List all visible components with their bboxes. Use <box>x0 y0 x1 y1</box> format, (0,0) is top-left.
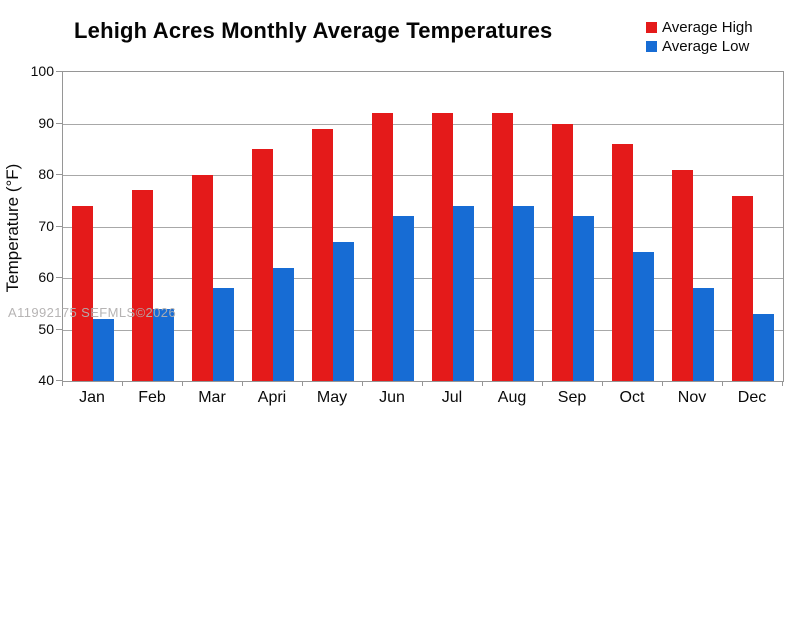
bar-average-low <box>153 308 174 381</box>
x-tick-mark <box>122 381 123 386</box>
bar-average-low <box>453 205 474 381</box>
x-tick-mark <box>722 381 723 386</box>
x-category-label: Oct <box>619 389 645 406</box>
bar-average-high <box>312 128 333 381</box>
x-tick-mark <box>542 381 543 386</box>
bar-average-low <box>573 216 594 381</box>
y-tick-mark <box>56 328 62 330</box>
x-category-label: Feb <box>138 389 166 406</box>
y-tick-mark <box>56 380 62 381</box>
y-tick-label: 40 <box>38 372 54 388</box>
x-category-label: Apri <box>257 389 287 406</box>
grid-line <box>63 123 783 125</box>
legend-swatch-high-icon <box>646 22 657 33</box>
y-tick-mark <box>56 71 62 72</box>
bar-average-high <box>672 169 693 381</box>
watermark: A11992175 SEFMLS©2026 <box>8 305 177 320</box>
x-category-label: Jul <box>441 389 463 406</box>
bar-average-high <box>732 195 753 381</box>
bar-average-high <box>492 113 513 381</box>
y-tick-label: 100 <box>30 63 54 79</box>
y-tick-label: 80 <box>38 166 54 182</box>
bar-average-low <box>333 242 354 381</box>
bar-average-high <box>552 123 573 381</box>
grid-line <box>63 278 783 279</box>
y-tick-label: 70 <box>38 217 54 234</box>
plot-area <box>62 71 784 382</box>
bar-average-high <box>72 205 93 381</box>
x-tick-mark <box>422 381 423 386</box>
x-category-label: Jun <box>379 389 405 406</box>
bar-average-high <box>252 149 273 382</box>
x-category-label: Dec <box>737 389 767 406</box>
x-tick-mark <box>482 381 483 386</box>
x-tick-mark <box>302 381 303 386</box>
x-tick-mark <box>602 381 603 386</box>
y-tick-mark <box>56 122 62 124</box>
grid-line <box>63 226 783 228</box>
y-tick-mark <box>56 174 62 175</box>
bar-average-low <box>213 288 234 381</box>
y-tick-mark <box>56 277 62 278</box>
bar-average-high <box>612 144 633 381</box>
bar-average-high <box>432 113 453 381</box>
legend-swatch-low-icon <box>646 41 657 52</box>
bar-average-low <box>513 205 534 381</box>
y-tick-label: 90 <box>38 114 54 131</box>
bar-average-low <box>633 252 654 381</box>
grid-line <box>63 175 783 176</box>
legend-label-average-low: Average Low <box>662 38 750 55</box>
x-tick-mark <box>362 381 363 386</box>
y-tick-mark <box>56 225 62 227</box>
x-category-label: Mar <box>198 389 226 406</box>
y-tick-label: 60 <box>38 269 54 285</box>
x-category-label: Nov <box>677 389 707 406</box>
bar-average-high <box>372 113 393 381</box>
x-category-label: Sep <box>557 389 587 406</box>
bar-average-low <box>693 288 714 381</box>
x-category-label: Jan <box>79 389 105 406</box>
grid-line <box>63 329 783 331</box>
bar-average-low <box>93 319 114 381</box>
bar-average-low <box>273 267 294 381</box>
bar-average-high <box>192 175 213 381</box>
legend: Average High Average Low <box>646 18 753 56</box>
bar-average-low <box>753 314 774 381</box>
x-tick-mark <box>782 381 783 386</box>
legend-label-average-high: Average High <box>662 19 753 36</box>
x-category-label: May <box>316 389 348 406</box>
bar-average-high <box>132 190 153 381</box>
legend-item-average-low: Average Low <box>646 37 753 56</box>
x-tick-mark <box>62 381 63 386</box>
legend-item-average-high: Average High <box>646 18 753 37</box>
y-tick-label: 50 <box>38 320 54 337</box>
x-tick-mark <box>662 381 663 386</box>
x-tick-mark <box>182 381 183 386</box>
chart-title: Lehigh Acres Monthly Average Temperature… <box>74 18 553 43</box>
x-tick-mark <box>242 381 243 386</box>
x-category-label: Aug <box>497 389 527 406</box>
bar-average-low <box>393 216 414 381</box>
